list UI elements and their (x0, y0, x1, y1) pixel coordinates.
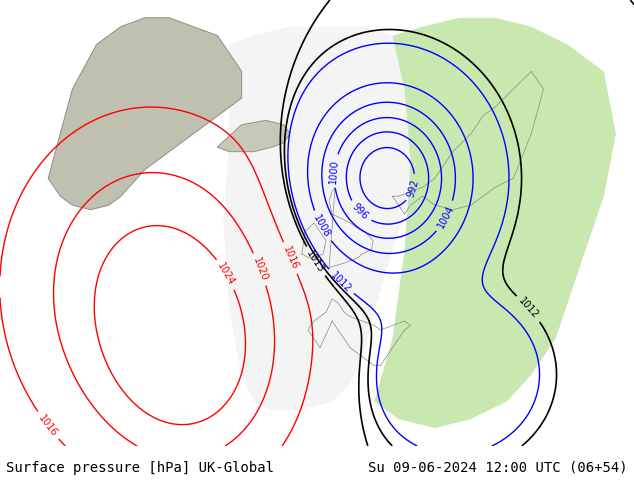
Text: 1016: 1016 (36, 413, 59, 439)
Text: 1020: 1020 (251, 256, 269, 283)
Polygon shape (223, 27, 435, 410)
Text: 1016: 1016 (281, 245, 300, 271)
Polygon shape (48, 18, 242, 210)
Text: 992: 992 (406, 177, 420, 198)
Text: 1008: 1008 (311, 213, 332, 240)
Text: 1024: 1024 (216, 261, 236, 288)
Text: 1012: 1012 (328, 270, 353, 294)
Text: Su 09-06-2024 12:00 UTC (06+54): Su 09-06-2024 12:00 UTC (06+54) (368, 461, 628, 475)
Text: 1004: 1004 (436, 203, 456, 230)
Text: 996: 996 (350, 202, 370, 222)
Polygon shape (217, 121, 290, 151)
Text: Surface pressure [hPa] UK-Global: Surface pressure [hPa] UK-Global (6, 461, 275, 475)
Polygon shape (374, 18, 616, 428)
Text: 1013: 1013 (304, 248, 327, 274)
Text: 1000: 1000 (328, 158, 340, 184)
Text: 1012: 1012 (517, 296, 541, 321)
